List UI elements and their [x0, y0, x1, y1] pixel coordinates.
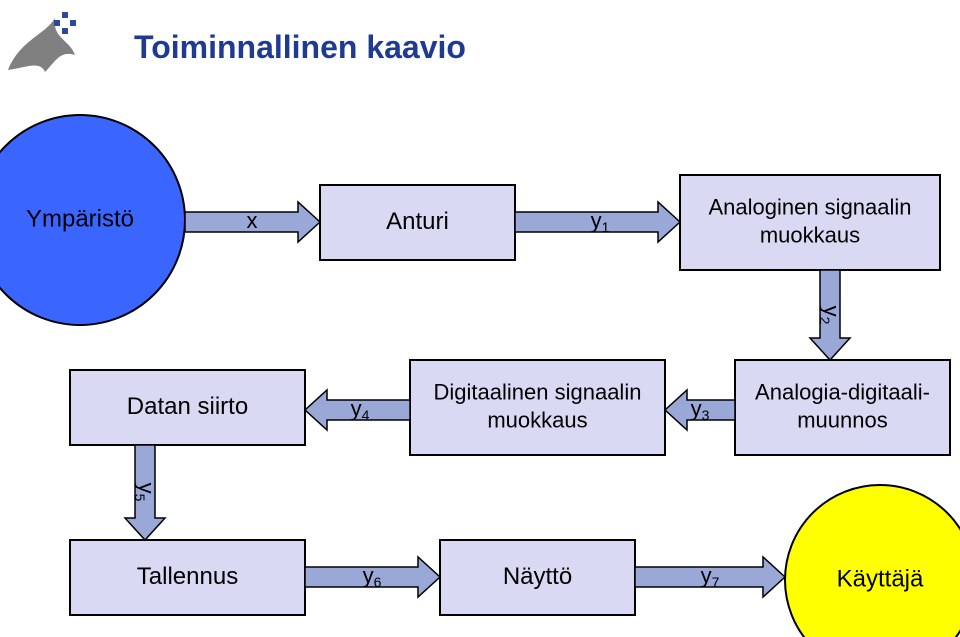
svg-text:x: x — [247, 208, 258, 233]
node-digital_mod: Digitaalinen signaalin muokkaus — [410, 360, 665, 455]
node-naytto: Näyttö — [440, 540, 635, 615]
logo-icon — [8, 12, 76, 72]
node-label: Ympäristö — [26, 205, 134, 232]
node-tallennus: Tallennus — [70, 540, 305, 615]
diagram-canvas: Toiminnallinen kaavio Ympäristö Anturi Anal… — [0, 0, 960, 637]
node-label-line1: Digitaalinen signaalin — [434, 379, 642, 404]
edge-y3: y3 — [665, 390, 735, 430]
edge-y5: y5 — [125, 445, 165, 540]
edge-y6: y6 — [305, 557, 440, 597]
node-label: Tallennus — [137, 563, 238, 590]
node-label: Käyttäjä — [837, 565, 924, 592]
node-anturi: Anturi — [320, 185, 515, 260]
node-label-line1: Analogia-digitaali- — [755, 379, 930, 404]
node-label-line2: muunnos — [797, 407, 888, 432]
edge-y2: y2 — [810, 270, 850, 360]
edge-y4: y4 — [305, 390, 410, 430]
edge-x: x — [185, 202, 320, 242]
node-label-line2: muokkaus — [760, 222, 860, 247]
node-analog_mod: Analoginen signaalin muokkaus — [680, 175, 940, 270]
node-ymparisto: Ympäristö — [0, 115, 185, 325]
node-label-line1: Analoginen signaalin — [708, 194, 911, 219]
node-label: Näyttö — [503, 563, 572, 590]
node-label-line2: muokkaus — [487, 407, 587, 432]
node-ad_muunnos: Analogia-digitaali-muunnos — [735, 360, 950, 455]
node-kayttaja: Käyttäjä — [785, 485, 960, 637]
edge-y7: y7 — [635, 557, 785, 597]
node-label: Datan siirto — [127, 393, 248, 420]
edge-y1: y1 — [515, 202, 680, 242]
node-datan_siirto: Datan siirto — [70, 370, 305, 445]
page-title: Toiminnallinen kaavio — [134, 29, 466, 65]
node-label: Anturi — [386, 208, 449, 235]
edge-label: x — [247, 208, 258, 233]
